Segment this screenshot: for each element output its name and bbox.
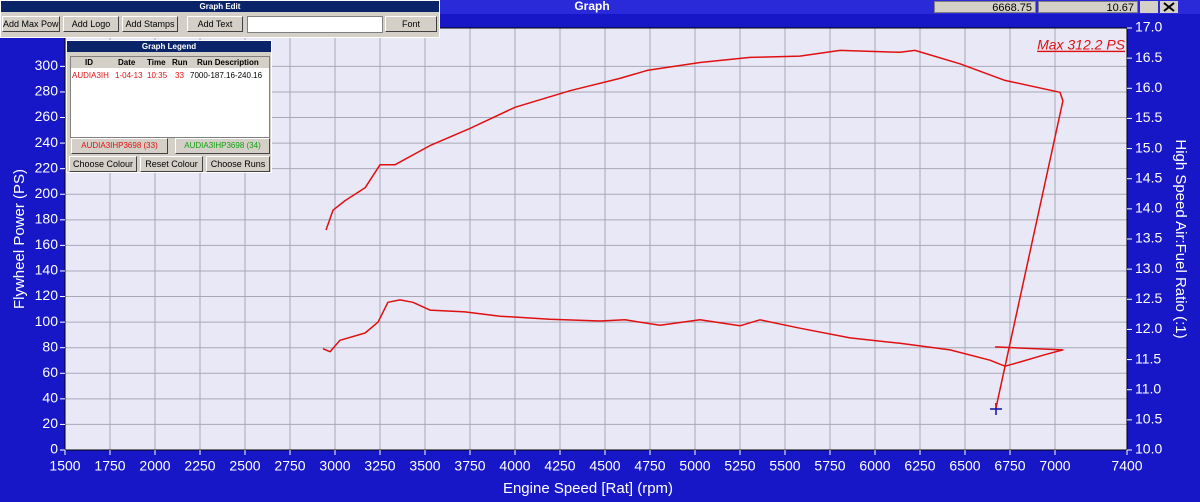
button[interactable]: Font (385, 16, 437, 32)
y-tick-label: 20 (42, 415, 58, 431)
button[interactable]: Add Max Powe (2, 16, 60, 32)
y-axis-title: Flywheel Power (PS) (11, 169, 28, 309)
y2-tick-label: 17.0 (1135, 19, 1162, 35)
x-tick-label: 3750 (454, 458, 485, 474)
x-tick-label: 2750 (274, 458, 305, 474)
column-header: Date (118, 58, 136, 67)
run-button[interactable]: AUDIA3IHP3698 (33) (71, 138, 168, 154)
x-tick-label: 2000 (139, 458, 170, 474)
y-tick-label: 160 (35, 236, 59, 252)
x-tick-label: 5750 (814, 458, 845, 474)
data-line (322, 299, 1064, 367)
y-tick-label: 240 (35, 134, 59, 150)
x-tick-label: 1500 (49, 458, 80, 474)
y-tick-label: 60 (42, 364, 58, 380)
x-tick-label: 7400 (1111, 458, 1142, 474)
y2-tick-label: 14.0 (1135, 200, 1162, 216)
x-tick-label: 5500 (769, 458, 800, 474)
button[interactable]: Add Stamps (122, 16, 178, 32)
y2-tick-label: 13.5 (1135, 230, 1162, 246)
y2-tick-label: 16.0 (1135, 79, 1162, 95)
close-icon (1163, 2, 1175, 12)
column-header: Run (172, 58, 188, 67)
x-tick-label: 2500 (229, 458, 260, 474)
y2-tick-label: 16.5 (1135, 49, 1162, 65)
max-annotation: Max 312.2 PS (1037, 37, 1126, 53)
y-tick-label: 120 (35, 287, 59, 303)
y2-tick-label: 12.5 (1135, 290, 1162, 306)
column-header: Time (147, 58, 166, 67)
y2-tick-label: 13.0 (1135, 260, 1162, 276)
data-line (325, 49, 1064, 408)
x-tick-label: 4250 (544, 458, 575, 474)
x-tick-label: 3500 (409, 458, 440, 474)
x-tick-label: 6750 (994, 458, 1025, 474)
y2-tick-label: 11.5 (1135, 350, 1161, 366)
x-tick-label: 3250 (364, 458, 395, 474)
panel-title: Graph Edit (1, 1, 439, 12)
y-tick-label: 300 (35, 57, 59, 73)
y-tick-label: 0 (50, 441, 58, 457)
x-tick-label: 6250 (904, 458, 935, 474)
y-tick-label: 100 (35, 313, 59, 329)
x-tick-label: 6000 (859, 458, 890, 474)
legend-table: ID Date Time Run Run Description AUDIA3I… (70, 56, 270, 138)
graph-legend-panel: Graph Legend ID Date Time Run Run Descri… (66, 40, 272, 173)
y-tick-label: 180 (35, 211, 59, 227)
window-title: Graph (574, 0, 609, 13)
y-tick-label: 80 (42, 338, 58, 354)
button[interactable]: Add Logo (63, 16, 119, 32)
y2-tick-label: 12.0 (1135, 320, 1162, 336)
readout: 10.67 (1038, 1, 1138, 14)
x-tick-label: 1750 (94, 458, 125, 474)
y2-tick-label: 15.5 (1135, 109, 1162, 125)
x-tick-label: 3000 (319, 458, 350, 474)
restore-button[interactable] (1140, 1, 1158, 13)
text-input[interactable] (247, 16, 383, 33)
panel-title: Graph Legend (67, 41, 271, 52)
x-axis-title: Engine Speed [Rat] (rpm) (503, 480, 673, 497)
x-tick-label: 2250 (184, 458, 215, 474)
table-cell: 33 (175, 71, 184, 80)
y-tick-label: 40 (42, 390, 58, 406)
table-cell: 10:35 (147, 71, 168, 80)
y-tick-label: 140 (35, 262, 59, 278)
table-header (71, 57, 269, 68)
y-tick-label: 260 (35, 108, 59, 124)
y2-tick-label: 11.0 (1135, 380, 1161, 396)
x-tick-label: 4500 (589, 458, 620, 474)
graph-edit-panel: Graph Edit Add Max Powe Add Logo Add Sta… (0, 0, 440, 38)
y2-tick-label: 15.0 (1135, 139, 1162, 155)
button[interactable]: Add Text (187, 16, 243, 32)
table-cell: 1-04-13 (115, 71, 143, 80)
button[interactable]: Choose Runs (206, 156, 270, 172)
run-button[interactable]: AUDIA3IHP3698 (34) (175, 138, 270, 154)
y-tick-label: 200 (35, 185, 59, 201)
x-tick-label: 5250 (724, 458, 755, 474)
table-cell: 7000-187.16-240.16 (190, 71, 263, 80)
y2-tick-label: 10.0 (1135, 441, 1162, 457)
y-tick-label: 220 (35, 159, 59, 175)
table-cell: AUDIA3IH (72, 71, 109, 80)
x-tick-label: 4750 (634, 458, 665, 474)
x-tick-label: 5000 (679, 458, 710, 474)
column-header: Run Description (197, 58, 259, 67)
y2-tick-label: 10.5 (1135, 411, 1162, 427)
readout: 6668.75 (934, 1, 1036, 14)
x-tick-label: 4000 (499, 458, 530, 474)
y-tick-label: 280 (35, 83, 59, 99)
y2-tick-label: 14.5 (1135, 169, 1162, 185)
button[interactable]: Choose Colour (69, 156, 137, 172)
x-tick-label: 7000 (1039, 458, 1070, 474)
column-header: ID (85, 58, 93, 67)
y2-axis-title: High Speed Air:Fuel Ratio (:1) (1172, 139, 1189, 338)
x-tick-label: 6500 (949, 458, 980, 474)
button[interactable]: Reset Colour (140, 156, 203, 172)
